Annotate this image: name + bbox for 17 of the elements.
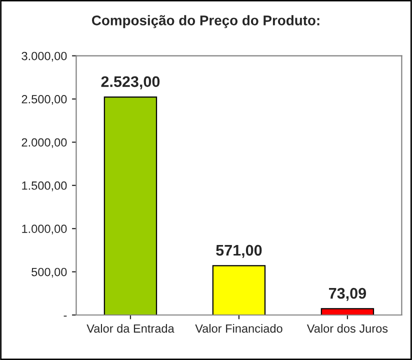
bar xyxy=(212,265,266,315)
y-tick-label: 1.000,00 xyxy=(22,224,67,234)
y-tick-label: - xyxy=(64,316,67,317)
x-tick-label: Valor da Entrada xyxy=(86,324,174,333)
y-tick-label: 2.500,00 xyxy=(22,95,67,105)
y-tick-label: 1.500,00 xyxy=(22,181,67,192)
data-label: 2.523,00 xyxy=(101,76,160,90)
chart-title: Composição do Preço do Produto: xyxy=(92,15,320,28)
data-label: 571,00 xyxy=(216,244,262,258)
y-tick-label: 500,00 xyxy=(32,268,67,278)
y-tick-label: 3.000,00 xyxy=(22,52,67,62)
x-tick-label: Valor Financiado xyxy=(195,324,282,333)
y-tick-label: 2.000,00 xyxy=(22,138,67,148)
bar xyxy=(104,96,158,315)
bar xyxy=(320,308,374,315)
data-label: 73,09 xyxy=(328,288,366,301)
x-tick-label: Valor dos Juros xyxy=(306,324,388,333)
